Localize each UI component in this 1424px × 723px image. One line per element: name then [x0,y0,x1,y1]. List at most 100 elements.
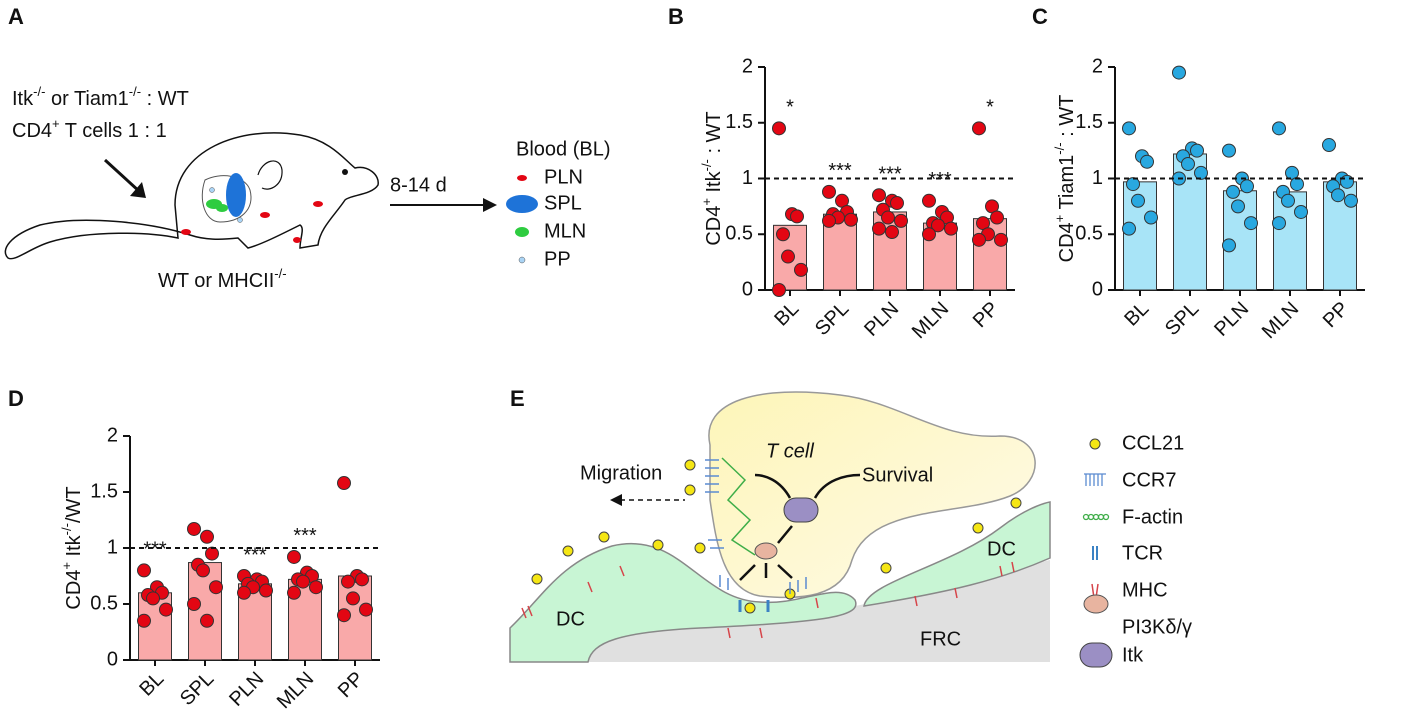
y-tick-label: 1 [742,167,753,189]
y-tick-label: 0.5 [90,592,118,614]
x-tick-label: PP [969,298,1003,332]
label-part: Itk [703,170,725,198]
itk [783,497,819,523]
data-point [309,580,323,595]
legend-label: CCL21 [1122,432,1184,454]
legend-label: Blood (BL) [516,138,611,160]
y-tick-label: 0 [1092,278,1103,300]
data-point [196,563,210,578]
legend-icon [1083,594,1109,614]
x-tick-label: PLN [1210,298,1253,341]
y-tick-label: 0.5 [725,223,753,245]
organ-pp [209,187,215,193]
data-point [872,188,886,203]
data-point [872,221,886,236]
data-point [772,121,786,136]
data-point [881,210,895,225]
data-point [259,583,273,598]
data-point [772,283,786,297]
label-part: /WT [63,486,85,523]
data-point [1281,193,1295,208]
organ-pp [237,217,243,223]
significance-label: *** [828,160,852,182]
label-part: CD4 [703,206,725,246]
mouse-eye [342,169,348,175]
data-point [1140,154,1154,169]
x-tick-label: BL [135,668,168,701]
data-point [1272,216,1286,231]
x-tick-label: BL [1120,298,1153,331]
panel-letter: E [510,386,525,411]
data-point [296,574,310,589]
label-part: -/- [59,523,74,535]
organ-pln [313,201,323,207]
data-point [1172,65,1186,80]
panel-a: Itk-/- or Tiam1-/- : WT CD4+ T cells 1 :… [4,84,611,292]
arrow-head [610,494,622,506]
data-point [287,585,301,600]
data-point [355,572,369,587]
data-point [972,232,986,247]
label-part: Tiam1 [1056,155,1078,215]
data-point [1222,238,1236,253]
y-tick-label: 0 [107,648,118,670]
legend-label: PP [544,248,571,270]
legend-icon [506,195,538,213]
data-point [890,196,904,211]
y-tick-label: 0 [742,278,753,300]
data-point [346,591,360,606]
legend-label: Itk [1122,644,1144,666]
x-tick-label: SPL [811,298,853,340]
y-axis-label: CD4+ Itk-/- : WT [699,111,725,245]
legend-label: F-actin [1122,506,1183,528]
x-tick-label: BL [770,298,803,331]
legend-label: MLN [544,220,586,242]
label-part: + [1052,215,1067,223]
y-axis-label: CD4+ Tiam1-/- : WT [1052,95,1078,263]
ccr7-receptors [705,459,807,594]
legend-label: PLN [544,166,583,188]
y-tick-label: 1.5 [725,111,753,133]
legend-icon [518,256,526,264]
arrow [103,158,142,194]
significance-label: *** [928,169,952,191]
significance-label: * [786,97,794,119]
data-point [1144,210,1158,225]
data-point [1340,174,1354,189]
data-point [1126,177,1140,192]
data-point [1226,184,1240,199]
data-point [776,227,790,242]
y-tick-label: 1 [107,536,118,558]
panel-letter: B [668,4,684,29]
x-tick-label: MLN [908,298,953,343]
data-point [1290,177,1304,192]
organ-spl [226,173,246,217]
data-point [1222,143,1236,158]
x-tick-label: PP [1319,298,1353,332]
organ-mln [216,204,228,212]
label-part: : WT [1056,95,1078,143]
panel-letter: C [1032,4,1048,29]
legend-label: TCR [1122,542,1163,564]
frc-shape [585,560,1050,662]
mouse [4,132,379,260]
label-part: Itk [63,534,85,562]
pi3k [754,542,778,560]
organ-pln [260,212,270,218]
y-tick-label: 2 [1092,55,1103,77]
data-point [794,262,808,277]
label-part: -/- [1052,142,1067,154]
time-label: 8-14 d [390,174,447,196]
data-point [1122,221,1136,236]
data-point [844,212,858,227]
dc-right [863,501,1051,607]
data-point [922,227,936,242]
legend-label: MHC [1122,579,1168,601]
x-tick-label: PLN [225,668,268,711]
x-tick-label: SPL [1161,298,1203,340]
dc-left [509,543,857,663]
data-point [972,121,986,136]
data-point [337,608,351,623]
data-point [1231,199,1245,214]
data-point [1344,193,1358,208]
